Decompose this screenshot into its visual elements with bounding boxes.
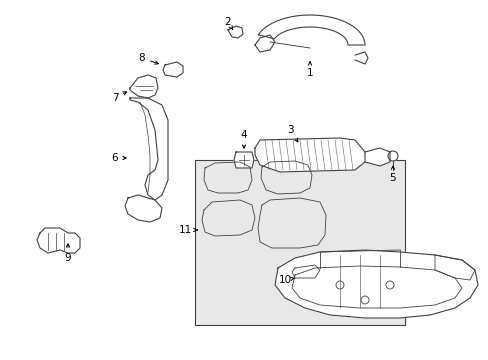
Polygon shape: [364, 148, 389, 166]
Polygon shape: [274, 250, 477, 318]
Text: 9: 9: [64, 244, 71, 263]
Polygon shape: [254, 35, 274, 52]
Polygon shape: [227, 26, 243, 38]
Polygon shape: [254, 138, 364, 172]
Polygon shape: [37, 228, 80, 253]
Text: 6: 6: [111, 153, 126, 163]
Text: 4: 4: [240, 130, 247, 148]
Polygon shape: [130, 75, 158, 98]
Polygon shape: [234, 152, 253, 168]
Text: 1: 1: [306, 62, 313, 78]
Text: 5: 5: [389, 166, 395, 183]
Text: 11: 11: [178, 225, 197, 235]
Polygon shape: [130, 98, 168, 200]
Polygon shape: [125, 195, 162, 222]
Text: 2: 2: [224, 17, 232, 30]
Polygon shape: [258, 15, 364, 45]
Bar: [195, 160, 404, 325]
Text: 10: 10: [278, 275, 294, 285]
Circle shape: [387, 151, 397, 161]
Text: 8: 8: [139, 53, 158, 64]
Polygon shape: [163, 62, 183, 77]
Text: 3: 3: [286, 125, 297, 142]
Text: 7: 7: [111, 92, 126, 103]
